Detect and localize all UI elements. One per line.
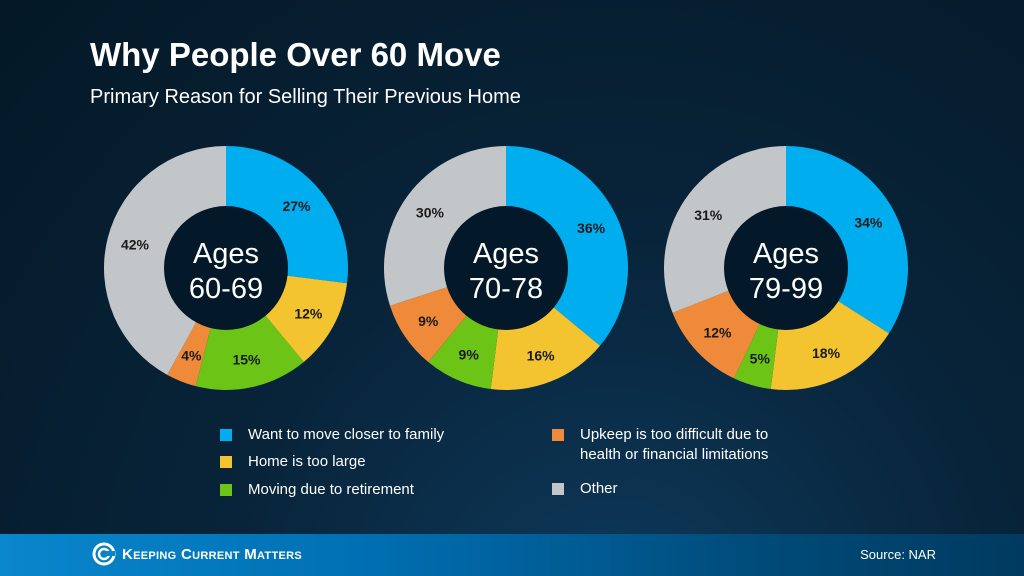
footer: Keeping Current Matters Source: NAR — [0, 534, 1024, 576]
data-label: 9% — [459, 346, 480, 362]
legend-label: Other — [580, 480, 618, 497]
legend-label: Home is too large — [248, 453, 366, 470]
legend-item-family: Want to move closer to family — [220, 425, 444, 445]
data-label: 16% — [527, 347, 556, 363]
kcm-logo-icon — [92, 542, 116, 566]
source-note: Source: NAR — [860, 547, 936, 562]
donut-hole — [164, 206, 288, 330]
slice — [506, 146, 628, 346]
data-label: 15% — [232, 352, 261, 368]
data-label: 36% — [577, 220, 606, 236]
age-range-label: 79-99 — [749, 273, 823, 305]
data-label: 4% — [181, 347, 202, 363]
legend-swatch — [220, 484, 232, 496]
ages-label: Ages — [193, 238, 259, 270]
data-label: 5% — [750, 350, 771, 366]
ages-label: Ages — [753, 238, 819, 270]
legend-label: Upkeep is too difficult due to — [580, 426, 769, 443]
legend-swatch — [552, 483, 564, 495]
brand-logo: Keeping Current Matters — [92, 542, 302, 566]
data-label: 31% — [694, 207, 723, 223]
age-range-label: 70-78 — [469, 273, 543, 305]
legend-swatch — [220, 456, 232, 468]
data-label: 12% — [294, 305, 323, 321]
legend-swatch — [552, 429, 564, 441]
data-label: 42% — [121, 237, 150, 253]
legend-label-line2: health or financial limitations — [580, 446, 769, 463]
legend-item-upkeep: Upkeep is too difficult due to health or … — [552, 425, 768, 465]
legend-item-retirement: Moving due to retirement — [220, 480, 414, 500]
age-range-label: 60-69 — [189, 273, 263, 305]
legend-item-too-large: Home is too large — [220, 452, 366, 472]
donut-hole — [724, 206, 848, 330]
data-label: 30% — [416, 205, 445, 221]
data-label: 18% — [812, 345, 841, 361]
legend-item-other: Other — [552, 479, 618, 499]
data-label: 9% — [418, 313, 439, 329]
legend-label: Moving due to retirement — [248, 481, 414, 498]
donut-hole — [444, 206, 568, 330]
data-label: 27% — [282, 198, 311, 214]
ages-label: Ages — [473, 238, 539, 270]
brand-name: Keeping Current Matters — [122, 545, 302, 563]
chart-title: Why People Over 60 Move — [90, 36, 501, 73]
data-label: 34% — [854, 215, 883, 231]
data-label: 12% — [703, 324, 732, 340]
chart-subtitle: Primary Reason for Selling Their Previou… — [90, 86, 521, 108]
legend-swatch — [220, 429, 232, 441]
legend-label: Want to move closer to family — [248, 426, 445, 443]
